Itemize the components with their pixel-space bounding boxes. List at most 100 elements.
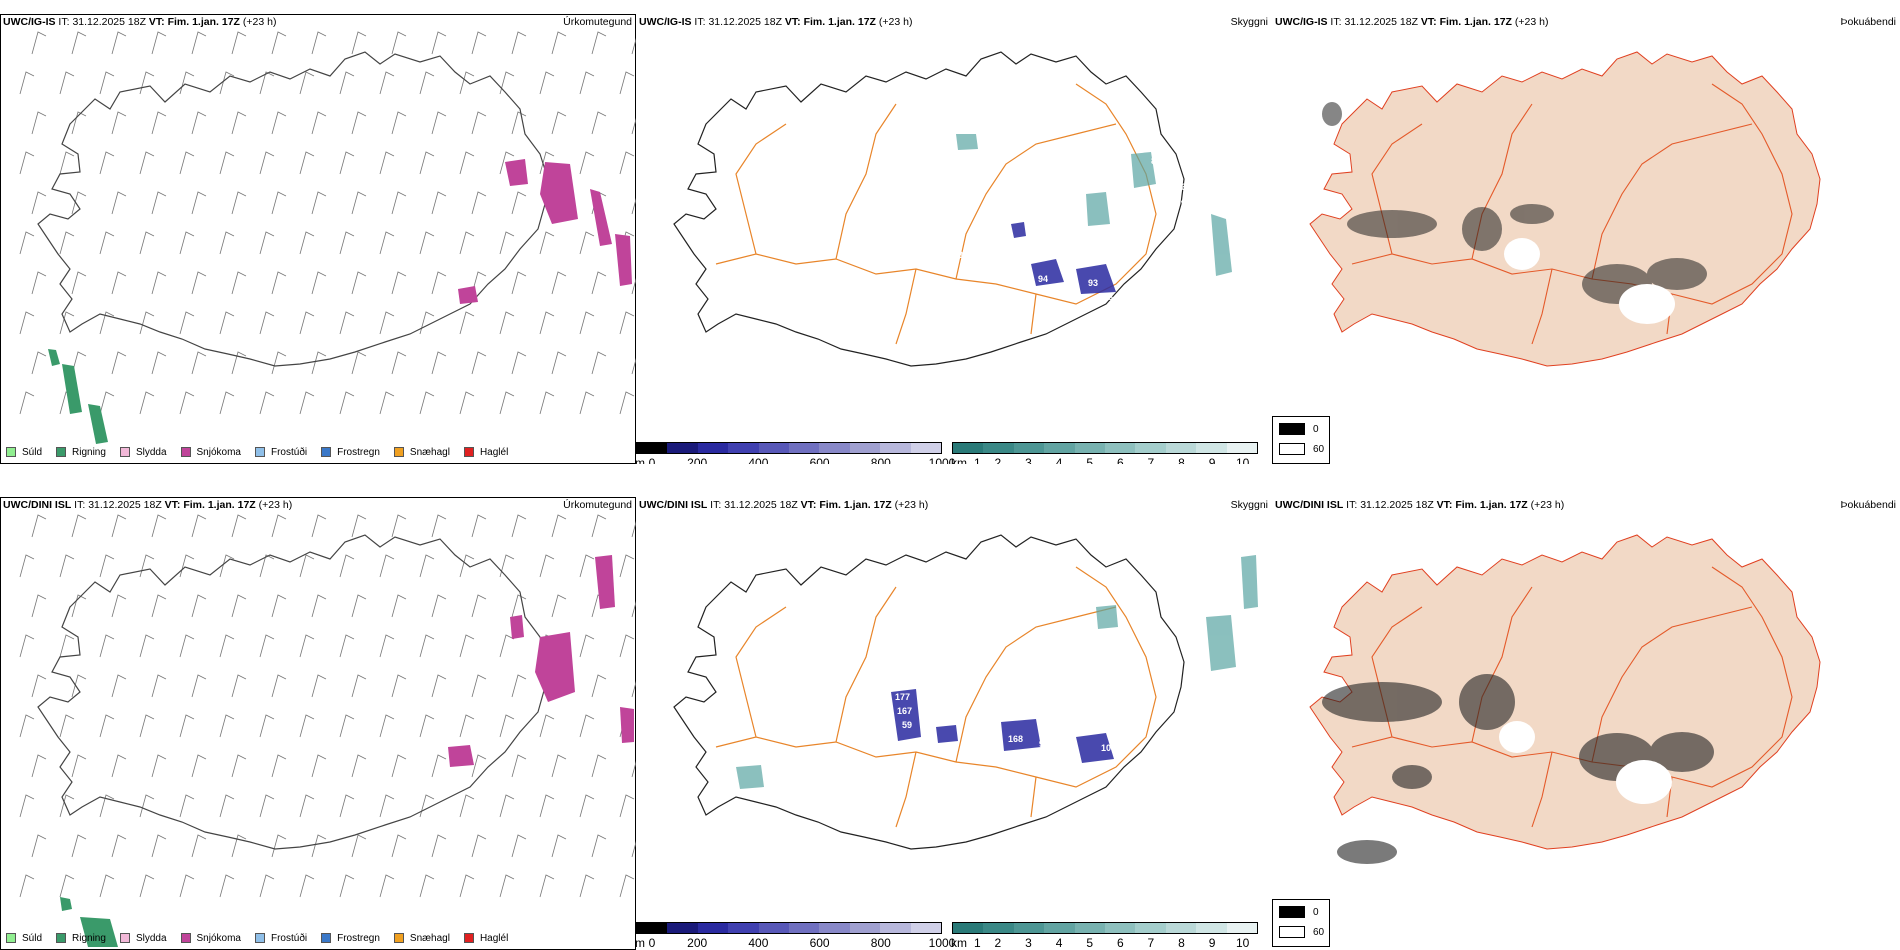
wind-barb: [539, 554, 555, 578]
legend-item-rigning: Rigning: [56, 933, 106, 944]
legend-label: Snæhagl: [409, 932, 450, 944]
wind-barb: [151, 351, 167, 375]
wind-barb: [99, 311, 115, 335]
wind-barb: [59, 874, 75, 898]
wind-barb: [271, 191, 287, 215]
wind-barb: [259, 71, 275, 95]
colorbar-unit: km: [951, 456, 967, 464]
wind-barb: [151, 754, 167, 778]
wind-barb: [151, 111, 167, 135]
colorbar-tick: 9: [1208, 456, 1216, 464]
wind-barb: [31, 271, 47, 295]
precip-legend: Súld Rigning Slydda Snjókoma Frostúði Fr…: [0, 440, 636, 464]
colorbar-tick: 4: [1055, 456, 1063, 464]
wind-barb: [419, 874, 435, 898]
wind-barb: [191, 111, 207, 135]
wind-barb: [339, 554, 355, 578]
wind-barb: [631, 840, 636, 858]
panel-title: Þokuábendi: [1840, 16, 1896, 28]
wind-barb: [179, 634, 195, 658]
legend-label: Súld: [22, 446, 43, 458]
it-value: 31.12.2025 18Z: [1360, 499, 1434, 511]
wind-barb: [111, 674, 127, 698]
colorbar-segment: [697, 443, 729, 453]
legend-label: Snjókoma: [196, 932, 241, 944]
model-name: UWC/DINI ISL: [3, 499, 72, 511]
wind-barb: [191, 191, 207, 215]
wind-barb: [299, 554, 315, 578]
wind-barb: [579, 714, 595, 738]
wind-barb: [391, 514, 407, 538]
wind-barb: [471, 111, 487, 135]
wind-barb: [339, 714, 355, 738]
wind-barb: [391, 674, 407, 698]
swatch: [119, 933, 130, 943]
legend-label: Rigning: [72, 932, 106, 944]
colorbar-tick: 2: [994, 936, 1002, 950]
legend-item-haglel: Haglél: [463, 447, 508, 458]
wind-barb: [179, 311, 195, 335]
wind-barb: [191, 351, 207, 375]
wind-barb: [591, 271, 607, 295]
cloud-panel-top: UWC/IG-IS IT: 31.12.2025 18Z VT: Fim. 1.…: [636, 14, 1272, 464]
wind-barb: [391, 271, 407, 295]
wind-barb: [31, 191, 47, 215]
wind-barb: [271, 351, 287, 375]
wind-barb: [619, 794, 635, 818]
lead-time: (+23 h): [894, 499, 929, 511]
wind-barb: [271, 754, 287, 778]
panel-header: UWC/IG-IS IT: 31.12.2025 18Z VT: Fim. 1.…: [1272, 14, 1900, 30]
wind-barb: [579, 311, 595, 335]
wind-barb: [431, 754, 447, 778]
cloud-base-label: 167: [897, 706, 912, 716]
wind-barb: [539, 231, 555, 255]
cloud-base-label: 96: [1039, 739, 1049, 749]
visibility-colorbar: km 1 2 3 4 5 6 7 8 9 10: [951, 918, 1258, 950]
wind-barb: [459, 231, 475, 255]
wind-barb: [311, 191, 327, 215]
wind-barb: [351, 191, 367, 215]
model-name: UWC/DINI ISL: [639, 499, 708, 511]
lead-time: (+23 h): [1530, 499, 1565, 511]
cloud-base-label: 59: [902, 720, 912, 730]
it-label: IT:: [1330, 16, 1342, 28]
colorbar-tick: 1000: [928, 936, 956, 950]
colorbar-segment: [1135, 923, 1166, 933]
swatch: [119, 447, 130, 457]
wind-barb: [419, 231, 435, 255]
it-value: 31.12.2025 18Z: [88, 499, 162, 511]
cloud-base-colorbar: m 0 200 400 600 800 1000: [636, 438, 955, 464]
wind-barb: [191, 674, 207, 698]
wind-barb: [619, 391, 635, 415]
cloud-base-label: 49: [1051, 226, 1061, 236]
it-label: IT:: [58, 16, 70, 28]
colorbar-unit: km: [951, 936, 967, 950]
wind-barb: [219, 714, 235, 738]
legend-label: 60: [1313, 926, 1325, 938]
wind-barb: [591, 351, 607, 375]
colorbar-tick: 5: [1086, 936, 1094, 950]
wind-barb: [419, 151, 435, 175]
wind-barb: [459, 714, 475, 738]
wind-barb: [71, 674, 87, 698]
wind-barb: [139, 874, 155, 898]
legend-label: 0: [1313, 906, 1319, 918]
precip-legend: Súld Rigning Slydda Snjókoma Frostúði Fr…: [0, 926, 636, 950]
wind-barb: [139, 391, 155, 415]
legend-label: Snjókoma: [196, 446, 241, 458]
wind-barb: [19, 71, 35, 95]
wind-barb: [419, 554, 435, 578]
panel-header: UWC/DINI ISL IT: 31.12.2025 18Z VT: Fim.…: [636, 497, 1272, 513]
wind-barb: [351, 31, 367, 55]
precip-type-map: [19, 31, 636, 444]
swatch: [393, 933, 404, 943]
wind-barb: [579, 391, 595, 415]
colorbar-tick: 200: [687, 936, 708, 950]
cloud-base-label: 10: [764, 242, 774, 252]
wind-barb: [339, 311, 355, 335]
wind-barb: [499, 391, 515, 415]
wind-barb: [271, 31, 287, 55]
colorbar-segment: [880, 443, 911, 453]
wind-barb: [271, 834, 287, 858]
wind-barb: [19, 794, 35, 818]
